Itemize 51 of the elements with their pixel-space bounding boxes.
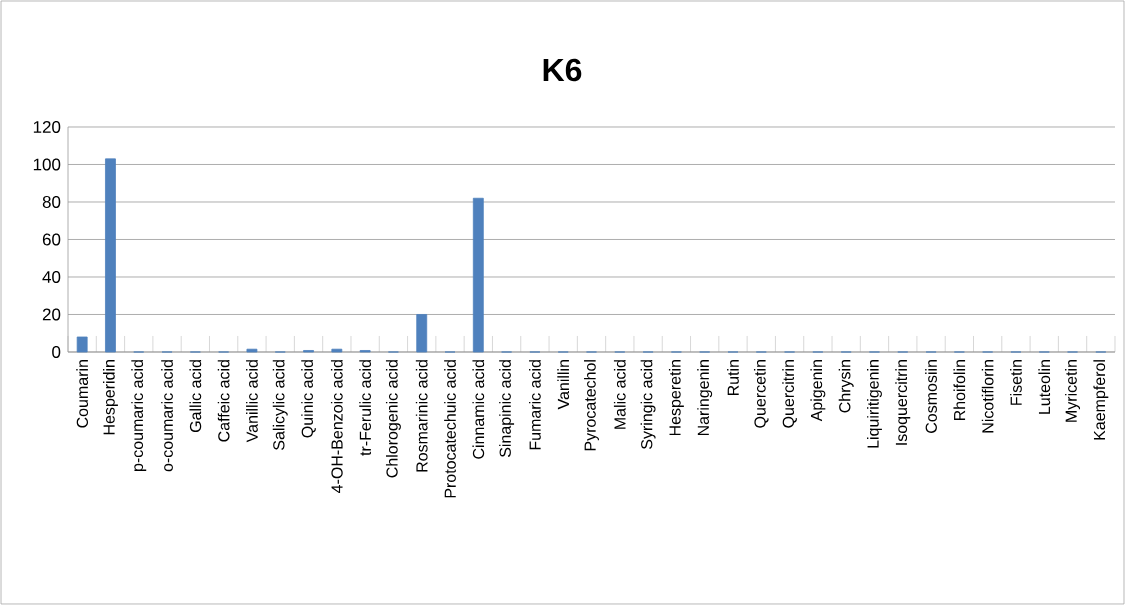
x-tick-label: Quercetin [753,360,769,428]
x-tick-label: tr-Ferulic acid [359,360,371,456]
x-tick-label: Hesperetin [668,360,684,436]
x-tick-label: Gallic acid [189,360,202,433]
x-tick-label: Rosmarinic acid [415,360,428,472]
x-tick-label: o-coumaric acid [161,360,173,472]
y-tick-label: 120 [33,120,61,133]
x-tick-label: Naringenin [697,360,713,436]
x-tick-label: Quercitrin [782,360,797,428]
bar [416,314,428,353]
x-tick-label: Hesperidin [102,360,118,435]
x-tick-label: Nicotiflorin [981,360,994,433]
x-tick-label: Caffeic acid [217,360,230,442]
x-tick-label: Chrysin [838,360,854,413]
bar [472,197,484,353]
x-tick-label: Fisetin [1010,360,1022,405]
y-tick-label: 80 [42,195,61,208]
x-tick-label: Quinic acid [301,360,316,438]
x-tick-label: Fumaric acid [529,360,541,450]
x-tick-label: Protocatechuic acid [444,360,456,498]
y-tick-label: 100 [33,158,61,171]
bar [246,348,258,353]
x-tick-label: Vanillin [557,360,570,410]
x-tick-label: Sinapinic acid [499,360,515,458]
chart-title: K6 [543,58,582,82]
x-tick-label: Myricetin [1065,360,1081,422]
x-tick-label: Kaempferol [1093,360,1109,440]
x-tick-label: Chlorogenic acid [385,360,401,478]
x-tick-label: Coumarin [76,360,89,428]
x-tick-label: Cinnamic acid [472,360,485,459]
bar [105,158,116,353]
x-tick-label: Isoquercitrin [895,360,911,445]
x-tick-label: Vanillic acid [246,360,258,443]
y-tick-label: 0 [52,345,61,358]
x-tick-label: Liquiritigenin [867,360,882,448]
x-tick-label: Syringic acid [640,360,656,450]
x-tick-label: Luteolin [1038,360,1051,414]
x-tick-label: 4-OH-Benzoic acid [330,360,343,493]
y-tick-label: 40 [42,270,61,283]
bar [76,336,88,353]
x-tick-label: Cosmosiin [925,360,937,433]
y-tick-label: 60 [42,233,61,246]
y-tick-label: 20 [42,308,61,321]
bar [331,348,343,353]
x-tick-label: Salicylic acid [272,360,288,450]
x-tick-label: p-coumaric acid [131,360,147,471]
x-tick-label: Rutin [727,360,739,396]
x-tick-label: Apigenin [810,360,826,422]
x-tick-label: Rhoifolin [953,360,966,420]
x-tick-label: Malic acid [613,360,626,429]
x-tick-label: Pyrocatechol [584,360,599,451]
